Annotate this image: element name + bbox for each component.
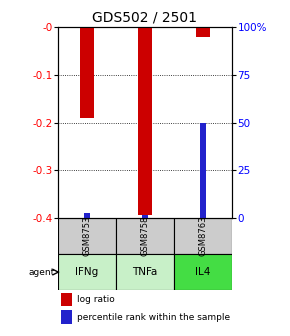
Bar [84, 213, 90, 218]
Bar [58, 254, 116, 290]
Bar [142, 215, 148, 218]
Text: GSM8758: GSM8758 [140, 216, 150, 256]
Bar [116, 254, 174, 290]
Bar [61, 293, 72, 306]
Bar [174, 218, 232, 254]
Text: agent: agent [29, 267, 55, 277]
Bar [61, 310, 72, 324]
Bar [138, 27, 152, 215]
Text: TNFa: TNFa [132, 267, 158, 277]
Title: GDS502 / 2501: GDS502 / 2501 [93, 10, 197, 24]
Bar [116, 218, 174, 254]
Text: percentile rank within the sample: percentile rank within the sample [77, 313, 230, 322]
Bar [174, 254, 232, 290]
Text: GSM8763: GSM8763 [198, 216, 208, 256]
Bar [80, 27, 94, 118]
Text: IL4: IL4 [195, 267, 211, 277]
Text: log ratio: log ratio [77, 295, 115, 304]
Bar [196, 27, 210, 37]
Text: IFNg: IFNg [75, 267, 99, 277]
Bar [200, 123, 206, 218]
Bar [58, 218, 116, 254]
Text: GSM8753: GSM8753 [82, 216, 92, 256]
